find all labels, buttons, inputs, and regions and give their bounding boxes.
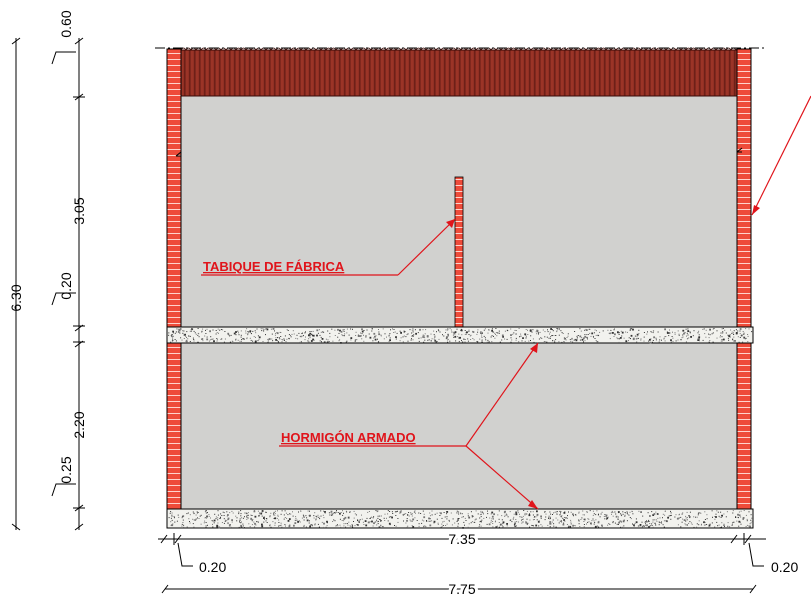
dim-foundation: 0.25 [58, 456, 74, 483]
dim-lower-height: 2.20 [71, 411, 87, 438]
dim-wall-right: 0.20 [771, 559, 798, 575]
dim-upper-height: 3.05 [71, 197, 87, 224]
horizontal-dimensions [158, 533, 766, 594]
dim-total-height: 6.30 [8, 284, 24, 311]
partition-label: TABIQUE DE FÁBRICA [203, 259, 345, 274]
dim-slab: 0.20 [58, 272, 74, 299]
partition-wall [454, 176, 464, 328]
partition-leader [201, 218, 456, 276]
concrete-speckles [168, 328, 753, 529]
dim-roof: 0.60 [58, 10, 74, 37]
right-wall-leader [751, 95, 811, 216]
concrete-label: HORMIGÓN ARMADO [281, 430, 416, 445]
roof-tiles [180, 47, 742, 97]
vertical-dimensions [11, 37, 85, 531]
lower-room-fill [181, 343, 737, 509]
left-wall-mark [175, 151, 182, 157]
concrete-leader [279, 342, 539, 510]
dim-wall-left: 0.20 [199, 559, 226, 575]
dim-total-width: 7.75 [448, 581, 475, 597]
foundation-slab [166, 508, 754, 529]
dim-inner-span: 7.35 [448, 531, 475, 547]
right-wall [736, 48, 752, 510]
left-wall [166, 48, 182, 510]
right-wall-mark [736, 147, 743, 153]
